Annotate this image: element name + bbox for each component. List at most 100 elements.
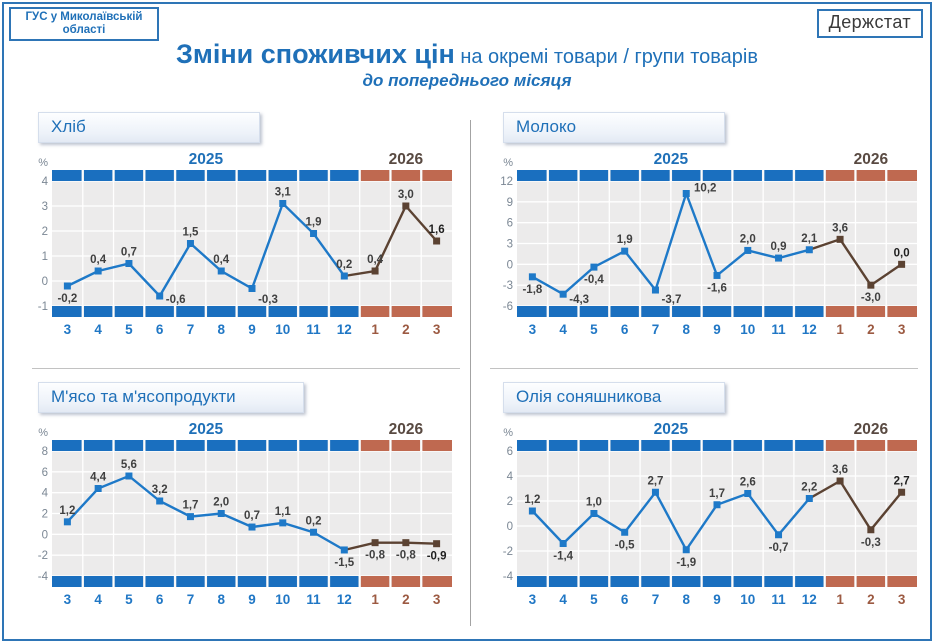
svg-text:3,6: 3,6 <box>832 464 848 476</box>
svg-text:12: 12 <box>802 592 817 607</box>
chart-panel-oil: Олія соняшникова 2025 2026% 6 4 2 0 -2 -4 3 4 5 6 7 8… <box>487 382 930 620</box>
svg-text:1,2: 1,2 <box>59 505 75 517</box>
page-title-main: Зміни споживчих цін <box>175 39 455 69</box>
svg-text:0: 0 <box>42 529 48 541</box>
svg-text:2025: 2025 <box>189 421 224 438</box>
svg-text:2,7: 2,7 <box>894 475 910 487</box>
svg-text:0,4: 0,4 <box>213 254 230 266</box>
chart-panel-bread: Хліб 2025 2026% 4 3 2 1 0 -1 3 4 5 6 7 8 9 10 11 12 1 2 3 -0,… <box>22 112 468 350</box>
chart-title-oil: Олія соняшникова <box>503 382 725 413</box>
year-labels: 2025 2026 <box>189 421 424 438</box>
svg-text:2026: 2026 <box>854 421 889 438</box>
chart-title-milk: Молоко <box>503 112 725 143</box>
svg-text:0: 0 <box>507 521 513 533</box>
svg-text:-0,9: -0,9 <box>427 551 447 563</box>
svg-text:-0,5: -0,5 <box>615 539 635 551</box>
svg-text:3: 3 <box>64 592 72 607</box>
derzhstat-label: Держстат <box>828 12 911 32</box>
chart-title-label: Молоко <box>516 117 577 136</box>
svg-text:4: 4 <box>94 592 102 607</box>
svg-text:5: 5 <box>125 592 133 607</box>
data-markers <box>528 190 906 298</box>
svg-text:1: 1 <box>42 251 48 263</box>
year-period-bars <box>517 170 917 317</box>
svg-text:9: 9 <box>713 592 721 607</box>
svg-text:4: 4 <box>559 322 567 337</box>
svg-text:2: 2 <box>867 322 875 337</box>
y-axis: % 6 4 2 0 -2 -4 <box>503 427 514 583</box>
svg-text:10: 10 <box>740 592 755 607</box>
x-axis: 3 4 5 6 7 8 9 10 11 12 1 2 3 <box>64 322 441 337</box>
svg-text:2,1: 2,1 <box>801 233 818 245</box>
svg-text:8: 8 <box>682 592 690 607</box>
series-2025-line <box>531 189 810 296</box>
svg-text:-1,5: -1,5 <box>334 557 354 569</box>
svg-text:1: 1 <box>371 592 379 607</box>
svg-text:4: 4 <box>42 488 49 500</box>
year-labels: 2025 2026 <box>189 151 424 168</box>
year-labels: 2025 2026 <box>654 421 889 438</box>
svg-text:8: 8 <box>217 322 225 337</box>
svg-text:-4: -4 <box>38 571 49 583</box>
series-2026-line <box>808 479 903 532</box>
svg-text:6: 6 <box>507 446 513 458</box>
svg-text:9: 9 <box>507 197 513 209</box>
svg-text:-4: -4 <box>503 571 514 583</box>
svg-text:9: 9 <box>248 322 256 337</box>
svg-text:1,7: 1,7 <box>182 500 198 512</box>
svg-text:3: 3 <box>433 322 441 337</box>
svg-text:6: 6 <box>156 592 164 607</box>
svg-text:8: 8 <box>682 322 690 337</box>
gridlines <box>52 170 452 317</box>
svg-text:3: 3 <box>898 322 906 337</box>
chart-title-label: Хліб <box>51 117 86 136</box>
y-axis: % 8 6 4 2 0 -2 -4 <box>38 427 49 583</box>
svg-text:5,6: 5,6 <box>121 459 137 471</box>
svg-text:5: 5 <box>590 592 598 607</box>
svg-text:0,7: 0,7 <box>121 247 137 259</box>
svg-text:10: 10 <box>275 592 290 607</box>
svg-text:0,2: 0,2 <box>306 515 322 527</box>
svg-text:3,0: 3,0 <box>398 189 414 201</box>
svg-text:-0,3: -0,3 <box>258 294 278 306</box>
svg-text:3: 3 <box>64 322 72 337</box>
data-labels: -1,8 -4,3 -0,4 1,9 -3,7 10,2 -1,6 2,0 0,9 2,1 3,6 -… <box>522 183 909 307</box>
svg-text:6: 6 <box>42 467 48 479</box>
page-header: Зміни споживчих цін на окремі товари / г… <box>4 4 930 91</box>
derzhstat-logo: Держстат <box>816 9 923 38</box>
y-axis: % 12 9 6 3 0 -3 -6 <box>500 157 513 313</box>
svg-text:1,9: 1,9 <box>617 234 633 246</box>
svg-text:12: 12 <box>337 592 352 607</box>
year-period-bars <box>52 170 452 317</box>
svg-text:0,7: 0,7 <box>244 510 260 522</box>
svg-text:2,0: 2,0 <box>740 233 756 245</box>
svg-text:0,4: 0,4 <box>367 254 384 266</box>
svg-text:-0,3: -0,3 <box>861 537 881 549</box>
svg-text:0,2: 0,2 <box>336 259 352 271</box>
svg-text:0: 0 <box>42 276 48 288</box>
svg-text:-0,2: -0,2 <box>57 293 77 305</box>
svg-text:-1,6: -1,6 <box>707 282 727 294</box>
svg-text:-2: -2 <box>503 546 513 558</box>
svg-text:3,6: 3,6 <box>832 222 848 234</box>
svg-text:11: 11 <box>771 592 786 607</box>
svg-text:2: 2 <box>507 496 513 508</box>
svg-text:-1,4: -1,4 <box>553 551 573 563</box>
svg-text:2: 2 <box>402 322 410 337</box>
x-axis: 3 4 5 6 7 8 9 10 11 12 1 2 3 <box>529 322 906 337</box>
svg-text:3: 3 <box>529 322 537 337</box>
svg-text:2: 2 <box>42 226 48 238</box>
svg-text:-3,0: -3,0 <box>861 292 881 304</box>
x-axis: 3 4 5 6 7 8 9 10 11 12 1 2 3 <box>64 592 441 607</box>
svg-text:12: 12 <box>337 322 352 337</box>
year-labels: 2025 2026 <box>654 151 889 168</box>
svg-text:1,6: 1,6 <box>429 224 445 236</box>
svg-text:7: 7 <box>187 322 195 337</box>
chart-panel-milk: Молоко 2025 2026% 12 9 6 3 0 -3 -6 3 4 5 6 7 8 9 10 11 12 1… <box>487 112 930 350</box>
svg-text:2026: 2026 <box>389 421 424 438</box>
svg-text:9: 9 <box>713 322 721 337</box>
svg-text:8: 8 <box>217 592 225 607</box>
svg-text:1,1: 1,1 <box>275 506 292 518</box>
svg-text:3: 3 <box>529 592 537 607</box>
